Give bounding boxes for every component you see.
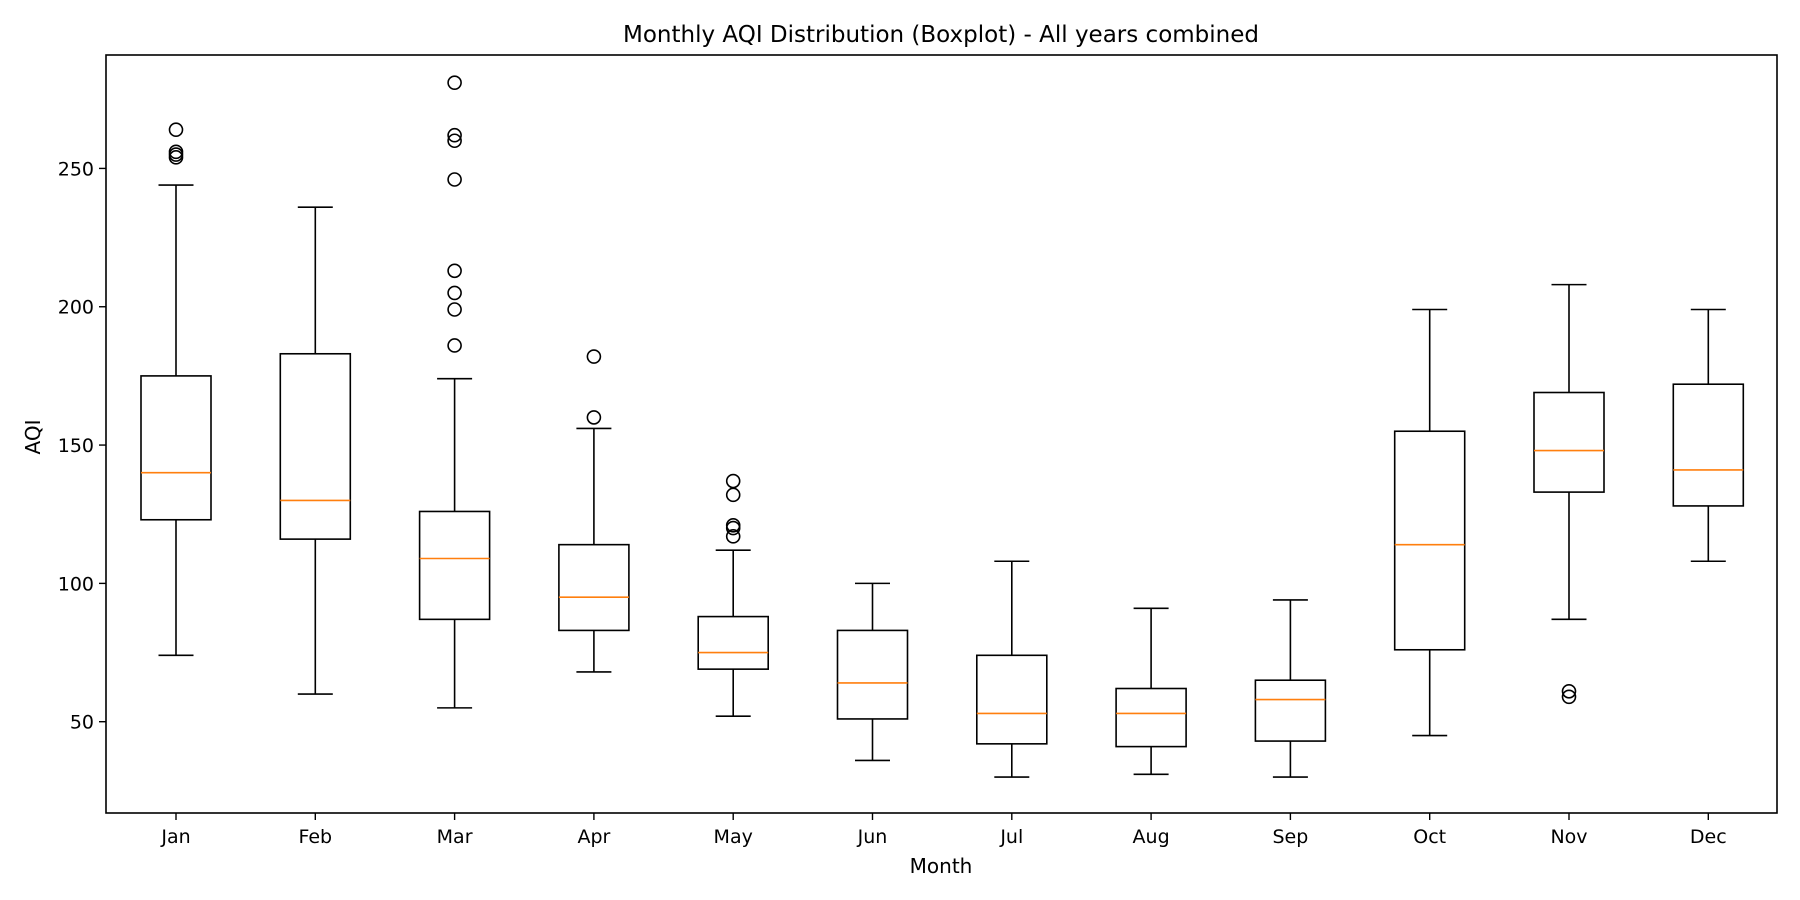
- outlier-mar: [447, 338, 462, 353]
- y-tick-label: 50: [70, 712, 94, 734]
- outlier-mar: [447, 263, 462, 279]
- y-tick-label: 200: [58, 297, 94, 319]
- x-tick-label-jun: Jun: [857, 826, 888, 848]
- box-nov: [1533, 391, 1605, 493]
- outlier-nov: [1561, 683, 1577, 699]
- box-may: [697, 615, 770, 670]
- box-sep: [1254, 679, 1327, 742]
- outlier-nov: [1561, 689, 1577, 705]
- outlier-apr: [586, 410, 602, 425]
- x-tick-label-apr: Apr: [577, 826, 610, 848]
- box-aug: [1115, 687, 1187, 748]
- x-tick-label-feb: Feb: [298, 826, 332, 848]
- outlier-may: [725, 517, 741, 533]
- plot-frame: [105, 54, 1778, 814]
- x-tick-label-jul: Jul: [999, 826, 1023, 848]
- x-axis-label: Month: [910, 854, 973, 878]
- outlier-mar: [447, 172, 462, 187]
- x-tick-label-sep: Sep: [1272, 826, 1308, 848]
- x-tick-label-mar: Mar: [437, 826, 473, 848]
- y-axis-label: AQI: [21, 420, 45, 455]
- outlier-mar: [447, 127, 462, 143]
- outlier-jan: [168, 147, 184, 162]
- outlier-may: [725, 473, 741, 489]
- box-jun: [836, 629, 909, 720]
- box-apr: [558, 543, 630, 632]
- box-jul: [975, 654, 1048, 745]
- outlier-may: [725, 529, 741, 544]
- outlier-jan: [168, 144, 184, 160]
- chart-title: Monthly AQI Distribution (Boxplot) - All…: [623, 22, 1259, 48]
- x-tick-label-jan: Jan: [160, 826, 190, 848]
- outlier-may: [725, 520, 741, 536]
- y-tick-label: 100: [58, 573, 94, 595]
- y-tick-label: 250: [58, 158, 94, 180]
- box-jan: [140, 375, 212, 521]
- x-tick-label-nov: Nov: [1550, 826, 1587, 848]
- x-tick-label-may: May: [714, 826, 753, 848]
- outlier-mar: [447, 285, 462, 301]
- box-feb: [279, 352, 352, 540]
- plot-area: 50 100 150 200 250 Jan Feb Mar Apr May Jun Jul Aug Se…: [58, 75, 1745, 848]
- outlier-mar: [447, 302, 462, 317]
- y-tick-label: 150: [58, 435, 94, 457]
- x-tick-label-oct: Oct: [1413, 826, 1446, 848]
- x-tick-label-aug: Aug: [1133, 826, 1170, 848]
- box-mar: [418, 510, 491, 621]
- outlier-mar: [447, 75, 462, 90]
- box-dec: [1672, 383, 1745, 507]
- outlier-jan: [168, 122, 184, 137]
- box-oct: [1393, 430, 1466, 651]
- x-tick-label-dec: Dec: [1690, 826, 1727, 848]
- outlier-may: [725, 487, 741, 503]
- outlier-mar: [447, 133, 462, 149]
- outlier-apr: [586, 349, 602, 364]
